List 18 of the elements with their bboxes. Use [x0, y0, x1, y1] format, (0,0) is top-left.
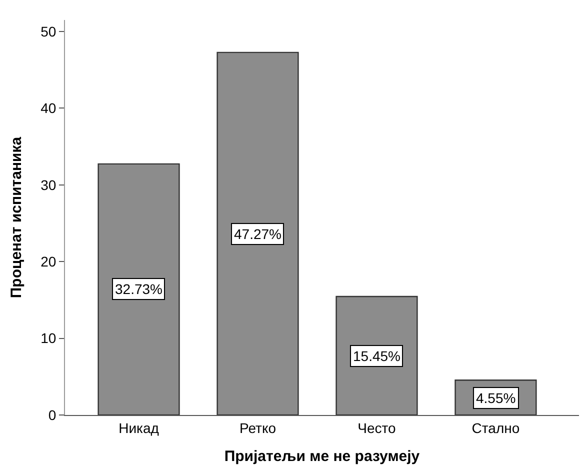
data-label: 32.73% [115, 281, 162, 297]
bar [98, 163, 180, 415]
y-tick-label: 20 [40, 254, 56, 270]
data-label: 15.45% [353, 348, 400, 364]
x-tick-label: Често [358, 420, 396, 436]
data-label: 47.27% [234, 226, 282, 242]
y-tick-label: 50 [40, 23, 56, 40]
x-axis-title: Пријатељи ме не разумеју [224, 448, 420, 465]
x-tick-label: Стално [472, 420, 520, 436]
y-tick-label: 40 [40, 100, 56, 116]
data-label: 4.55% [476, 390, 516, 406]
x-tick-label: Ретко [239, 420, 276, 436]
bar [216, 52, 299, 415]
y-tick-label: 30 [40, 176, 56, 193]
y-tick-label: 0 [48, 406, 56, 423]
y-axis-title: Проценат испитаника [8, 136, 25, 298]
x-tick-label: Никад [118, 420, 159, 436]
y-tick-label: 10 [40, 330, 56, 346]
